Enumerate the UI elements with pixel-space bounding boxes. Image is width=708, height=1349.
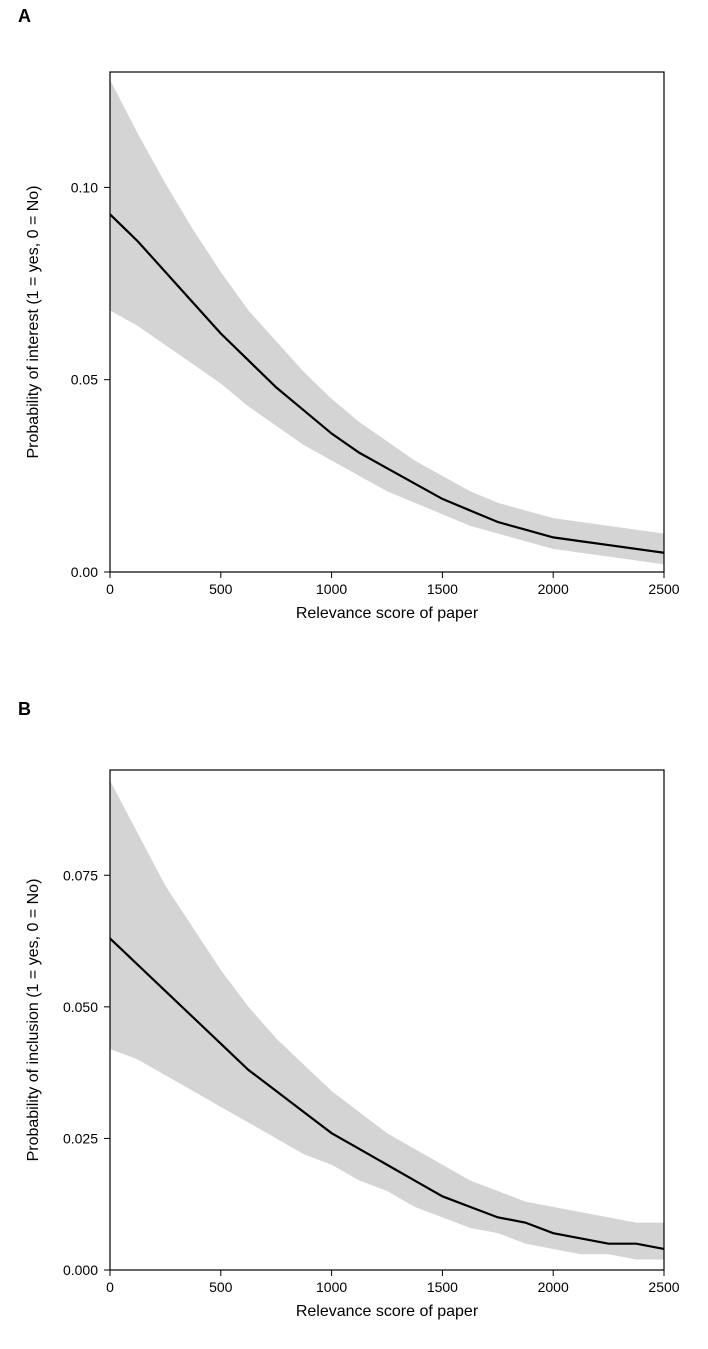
y-tick-label: 0.00 bbox=[71, 564, 98, 580]
y-tick-label: 0.025 bbox=[63, 1130, 98, 1146]
x-tick-label: 1500 bbox=[427, 581, 458, 597]
x-tick-label: 2000 bbox=[538, 581, 569, 597]
x-tick-label: 2500 bbox=[648, 1279, 679, 1295]
x-tick-label: 0 bbox=[106, 581, 114, 597]
x-tick-label: 2000 bbox=[538, 1279, 569, 1295]
x-tick-label: 1000 bbox=[316, 1279, 347, 1295]
y-axis-label-B: Probability of inclusion (1 = yes, 0 = N… bbox=[25, 879, 42, 1162]
x-tick-label: 500 bbox=[209, 581, 233, 597]
chart-svg: A 0 500 1000 1500 2000 2500 0.00 0.05 0.10 Relevan… bbox=[0, 0, 708, 1349]
y-tick-label: 0.05 bbox=[71, 372, 98, 388]
y-axis-label-A: Probability of interest (1 = yes, 0 = No… bbox=[25, 185, 42, 458]
x-tick-label: 1500 bbox=[427, 1279, 458, 1295]
x-tick-label: 2500 bbox=[648, 581, 679, 597]
panel-label-B: B bbox=[18, 699, 31, 719]
y-tick-label: 0.050 bbox=[63, 999, 98, 1015]
x-tick-label: 500 bbox=[209, 1279, 233, 1295]
y-tick-label: 0.10 bbox=[71, 179, 98, 195]
x-axis-label-A: Relevance score of paper bbox=[296, 605, 479, 622]
x-tick-label: 1000 bbox=[316, 581, 347, 597]
panel-label-A: A bbox=[18, 6, 31, 26]
x-axis-label-B: Relevance score of paper bbox=[296, 1303, 479, 1320]
figure-container: A 0 500 1000 1500 2000 2500 0.00 0.05 0.10 Relevan… bbox=[0, 0, 708, 1349]
y-tick-label: 0.000 bbox=[63, 1262, 98, 1278]
x-tick-label: 0 bbox=[106, 1279, 114, 1295]
y-tick-label: 0.075 bbox=[63, 867, 98, 883]
